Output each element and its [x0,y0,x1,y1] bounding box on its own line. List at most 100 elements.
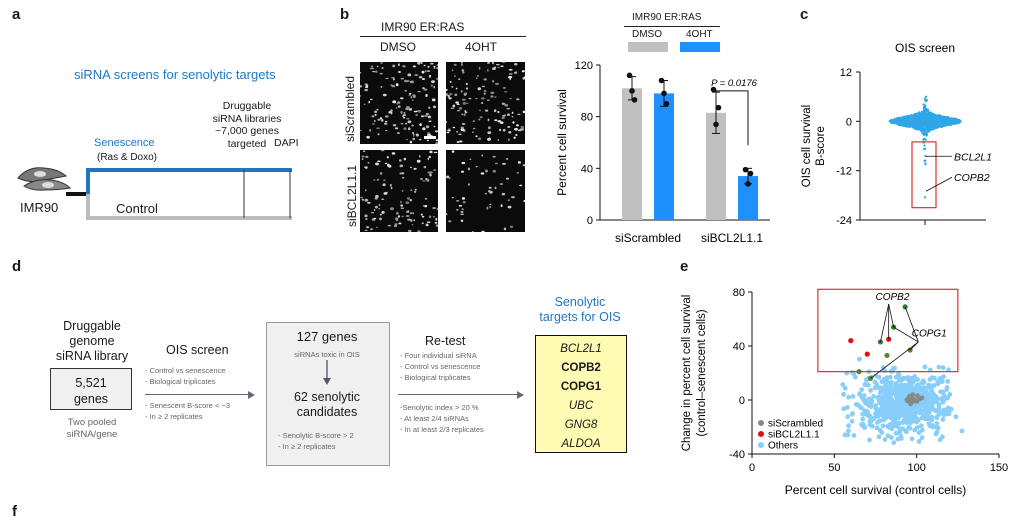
nucleus-dot [507,199,510,201]
screen-point [914,120,917,123]
nucleus-dot [400,77,404,80]
highlight-point [848,338,854,344]
screen-point [911,123,915,126]
y-tick-label: 0 [846,116,852,128]
other-point [882,437,888,442]
screen-point [934,124,937,127]
nucleus-dot [480,97,485,100]
micro-image-scr-dmso [360,62,438,144]
nucleus-dot [405,107,409,111]
screen-point [913,123,917,126]
y-tick-label: -12 [836,166,852,178]
nucleus-dot [366,136,370,139]
nucleus-dot [456,209,459,211]
other-point [890,423,896,429]
nucleus-dot [462,201,466,204]
y-tick-label: 40 [581,163,593,175]
nucleus-dot [374,113,377,116]
nucleus-dot [478,118,481,121]
nucleus-dot [394,127,399,130]
screen-point [930,114,933,117]
nucleus-dot [483,78,487,81]
nucleus-dot [424,70,427,73]
other-point [873,373,879,379]
nucleus-dot [379,117,383,120]
other-point [884,380,889,386]
legend-label: siScrambled [768,418,823,429]
nucleus-dot [413,95,416,98]
nucleus-dot [410,166,412,169]
other-point [924,411,930,417]
other-point [923,386,929,391]
other-point [877,400,882,405]
other-point [841,391,846,397]
other-point [918,423,924,429]
other-point [919,435,925,441]
screen-point [924,162,927,165]
other-point [850,394,856,399]
nucleus-dot [446,121,448,123]
nucleus-dot [411,224,414,226]
other-point [904,429,909,435]
other-point [932,375,937,381]
library-count-box: 5,521 genes [50,368,132,410]
other-point [922,364,928,370]
other-point [940,389,946,395]
nucleus-dot [508,72,513,75]
genes-127: 127 genes [296,329,358,344]
nucleus-dot [494,119,498,122]
bar-legend-swatch-4oht [680,42,720,52]
nucleus-dot [419,178,423,180]
screen-point [928,127,932,130]
other-point [868,388,873,393]
nucleus-dot [515,71,518,74]
other-point [940,399,946,405]
panel-a-title: siRNA screens for senolytic targets [74,67,276,82]
nucleus-dot [400,172,405,175]
screen-point [925,95,928,98]
other-point [947,392,953,397]
nucleus-dot [488,186,492,189]
nucleus-dot [404,89,407,92]
screen-point [921,114,924,117]
other-point [867,418,873,424]
screen-point [898,123,901,126]
screen-point [906,121,909,124]
other-point [846,423,851,429]
other-point [891,440,897,445]
other-point [851,433,857,438]
nucleus-dot [517,161,521,164]
screen-point [900,117,903,120]
nucleus-dot [472,127,476,130]
other-point [857,404,863,410]
other-point [867,437,872,443]
p-value-label: P = 0.0176 [711,78,758,89]
nucleus-dot [379,72,383,75]
panel-f-label: f [12,503,17,520]
nucleus-dot [461,62,463,64]
other-point [896,400,902,406]
nucleus-dot [407,218,411,221]
candidates-label: 62 senolytic candidates [293,390,360,419]
screen-point [943,116,946,119]
nucleus-dot [426,70,431,72]
screen-point [958,118,961,122]
nucleus-dot [374,110,378,114]
other-point [925,400,931,406]
nucleus-dot [407,229,412,232]
other-point [859,387,865,392]
nucleus-dot [458,78,461,80]
micro-col-dmso: DMSO [380,40,416,54]
nucleus-dot [521,70,525,73]
nucleus-dot [516,98,520,101]
nucleus-dot [455,87,458,90]
nucleus-dot [390,84,393,87]
nucleus-dot [483,92,486,95]
other-point [908,384,914,389]
nucleus-dot [452,126,456,129]
nucleus-dot [456,141,460,143]
other-point [899,406,904,411]
y-axis-label: OIS cell survival [801,105,813,187]
other-point [896,372,902,378]
nucleus-dot [485,109,489,112]
